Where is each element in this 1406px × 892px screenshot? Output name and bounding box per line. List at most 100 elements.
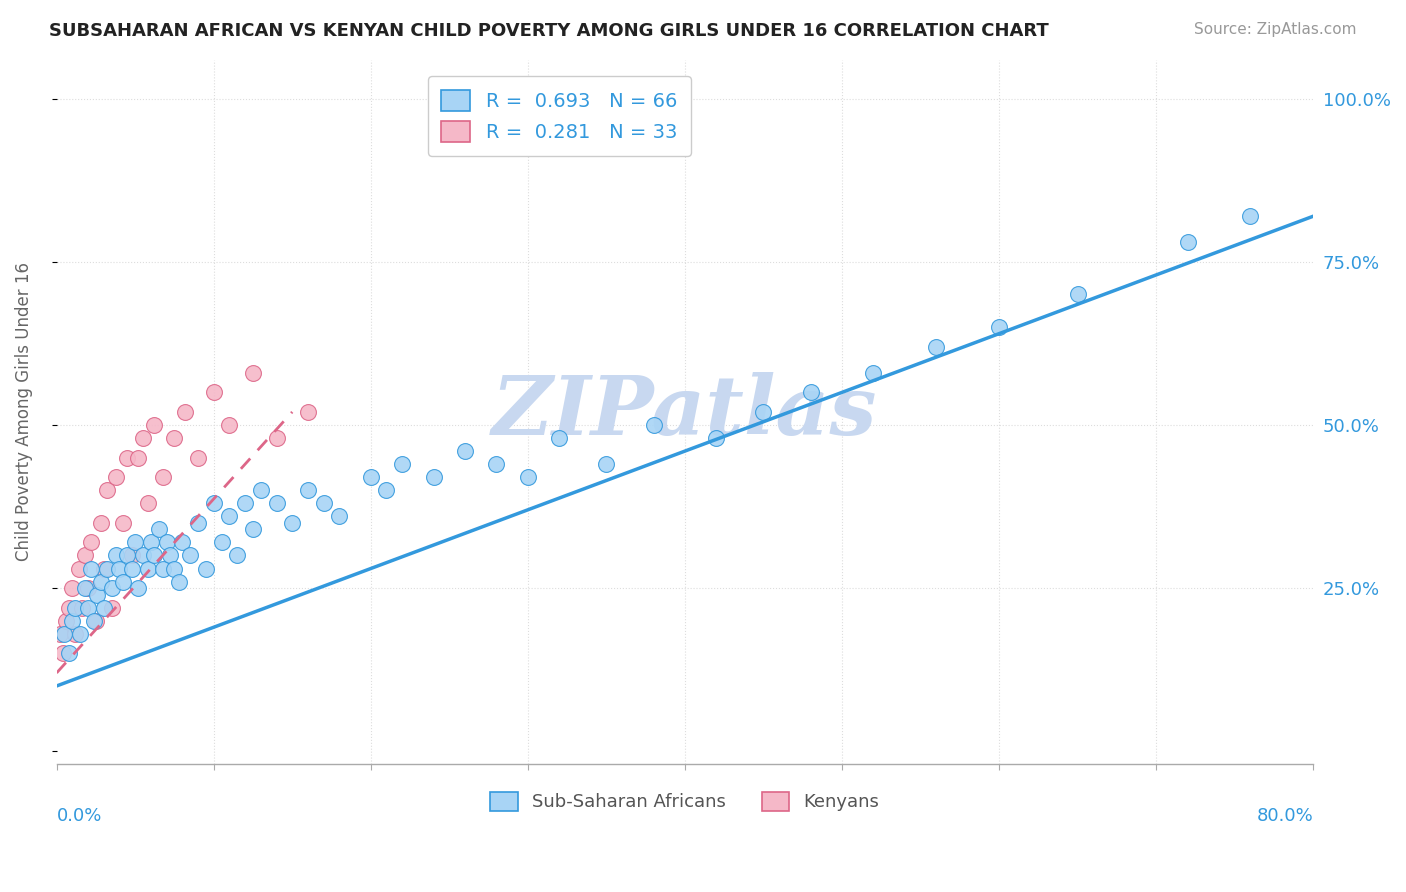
Point (595, 457, 617, 471)
Point (218, 417, 240, 432)
Point (69, 627, 91, 641)
Point (86, 588, 108, 602)
Point (67, 561, 90, 575)
Point (548, 431, 571, 445)
Point (862, 366, 884, 380)
Point (84, 614, 107, 628)
Point (117, 450, 139, 465)
Point (643, 417, 665, 432)
Point (194, 561, 217, 575)
Point (93, 600, 115, 615)
Point (202, 385, 225, 400)
Point (124, 535, 146, 549)
Point (211, 535, 233, 549)
Point (83, 614, 105, 628)
Point (250, 483, 273, 498)
Point (117, 549, 139, 563)
Text: SUBSAHARAN AFRICAN VS KENYAN CHILD POVERTY AMONG GIRLS UNDER 16 CORRELATION CHAR: SUBSAHARAN AFRICAN VS KENYAN CHILD POVER… (49, 22, 1049, 40)
Point (163, 431, 186, 445)
Point (105, 549, 128, 563)
Point (58, 646, 80, 660)
Point (111, 574, 134, 589)
Point (1239, 209, 1261, 223)
Text: 0.0%: 0.0% (56, 806, 103, 824)
Point (159, 549, 181, 563)
Point (187, 450, 209, 465)
Point (132, 431, 155, 445)
Point (179, 549, 201, 563)
Point (266, 431, 288, 445)
Point (1066, 287, 1088, 301)
Point (172, 535, 194, 549)
Point (77, 600, 100, 615)
Point (375, 483, 398, 498)
Point (73, 549, 96, 563)
Text: 80.0%: 80.0% (1257, 806, 1313, 824)
Point (96, 483, 118, 498)
Point (233, 496, 256, 510)
Point (1177, 235, 1199, 250)
Point (80, 561, 103, 575)
Point (163, 561, 186, 575)
Point (328, 509, 350, 524)
Point (73, 581, 96, 595)
Point (485, 457, 508, 471)
Point (100, 581, 122, 595)
Point (152, 561, 174, 575)
Point (139, 535, 162, 549)
Point (516, 470, 538, 484)
Point (281, 516, 304, 530)
Point (187, 516, 209, 530)
Point (174, 405, 197, 419)
Point (127, 581, 149, 595)
Point (454, 444, 477, 458)
Point (422, 470, 444, 484)
Point (752, 405, 775, 419)
Point (108, 561, 131, 575)
Point (925, 340, 948, 354)
Point (58, 600, 80, 615)
Point (93, 561, 115, 575)
Point (90, 516, 112, 530)
Point (360, 470, 382, 484)
Point (988, 320, 1011, 334)
Point (60, 581, 83, 595)
Point (77, 581, 100, 595)
Point (55, 614, 77, 628)
Point (70, 600, 93, 615)
Point (90, 574, 112, 589)
Text: ZIPatlas: ZIPatlas (492, 372, 877, 452)
Point (312, 496, 335, 510)
Point (218, 509, 240, 524)
Point (60, 614, 83, 628)
Point (152, 470, 174, 484)
Point (226, 549, 249, 563)
Point (167, 574, 190, 589)
Point (127, 450, 149, 465)
Point (143, 549, 166, 563)
Point (100, 600, 122, 615)
Point (297, 483, 319, 498)
Point (136, 561, 159, 575)
Point (65, 600, 87, 615)
Point (297, 405, 319, 419)
Point (96, 561, 118, 575)
Point (53, 627, 76, 641)
Point (800, 385, 823, 400)
Point (121, 549, 143, 563)
Y-axis label: Child Poverty Among Girls Under 16: Child Poverty Among Girls Under 16 (15, 262, 32, 561)
Point (65, 627, 87, 641)
Point (202, 496, 225, 510)
Point (80, 535, 103, 549)
Point (155, 535, 177, 549)
Point (121, 561, 143, 575)
Point (148, 522, 170, 536)
Point (48, 627, 70, 641)
Point (706, 431, 728, 445)
Point (111, 516, 134, 530)
Point (266, 496, 288, 510)
Point (242, 366, 264, 380)
Legend: Sub-Saharan Africans, Kenyans: Sub-Saharan Africans, Kenyans (484, 784, 887, 819)
Point (132, 549, 155, 563)
Point (136, 496, 159, 510)
